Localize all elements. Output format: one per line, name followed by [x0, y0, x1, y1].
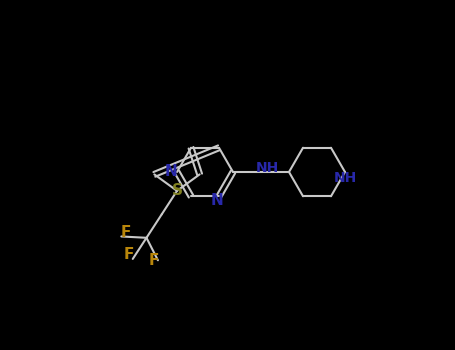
Text: S: S — [172, 183, 182, 198]
Text: N: N — [211, 193, 223, 208]
Text: F: F — [149, 253, 159, 268]
Text: N: N — [165, 164, 177, 180]
Text: F: F — [124, 247, 134, 262]
Text: F: F — [120, 225, 131, 240]
Text: NH: NH — [255, 161, 278, 175]
Text: NH: NH — [334, 171, 357, 185]
